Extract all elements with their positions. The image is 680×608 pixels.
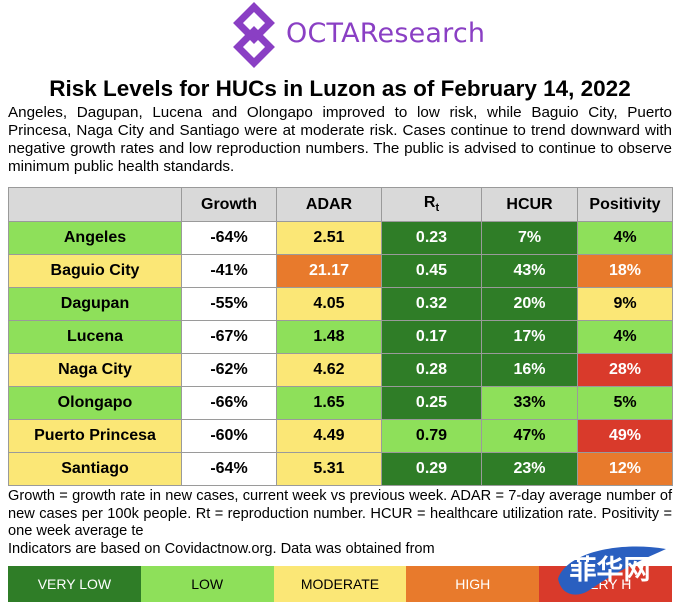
logo-text: OCTAResearch xyxy=(286,18,486,49)
page-title: Risk Levels for HUCs in Luzon as of Febr… xyxy=(49,76,631,101)
legend-item: MODERATE xyxy=(273,566,407,602)
footer-notes: Growth = growth rate in new cases, curre… xyxy=(8,488,672,558)
table-row: Angeles -64% 2.51 0.23 7% 4% xyxy=(8,221,673,255)
cell-growth: -41% xyxy=(181,254,277,288)
header-positivity: Positivity xyxy=(577,187,673,222)
cell-rt: 0.45 xyxy=(381,254,482,288)
cell-positivity: 28% xyxy=(577,353,673,387)
legend: VERY LOW LOW MODERATE HIGH VERY H xyxy=(8,566,672,602)
cell-adar: 1.48 xyxy=(276,320,382,354)
cell-adar: 2.51 xyxy=(276,221,382,255)
cell-rt: 0.28 xyxy=(381,353,482,387)
cell-positivity: 18% xyxy=(577,254,673,288)
table-row: Baguio City -41% 21.17 0.45 43% 18% xyxy=(8,254,673,288)
table-row: Naga City -62% 4.62 0.28 16% 28% xyxy=(8,353,673,387)
header-adar: ADAR xyxy=(276,187,382,222)
header-hcur: HCUR xyxy=(481,187,578,222)
cell-positivity: 4% xyxy=(577,320,673,354)
cell-adar: 4.62 xyxy=(276,353,382,387)
legend-item: VERY LOW xyxy=(8,566,141,602)
cell-hcur: 17% xyxy=(481,320,578,354)
cell-growth: -64% xyxy=(181,221,277,255)
cell-positivity: 49% xyxy=(577,419,673,453)
table-row: Santiago -64% 5.31 0.29 23% 12% xyxy=(8,452,673,486)
header-growth: Growth xyxy=(181,187,277,222)
watermark-logo-icon: 菲华网 xyxy=(558,546,666,595)
cell-rt: 0.23 xyxy=(381,221,482,255)
row-name: Dagupan xyxy=(8,287,182,321)
table-row: Puerto Princesa -60% 4.49 0.79 47% 49% xyxy=(8,419,673,453)
legend-item: HIGH xyxy=(406,566,540,602)
cell-adar: 4.05 xyxy=(276,287,382,321)
cell-rt: 0.32 xyxy=(381,287,482,321)
row-name: Olongapo xyxy=(8,386,182,420)
cell-growth: -64% xyxy=(181,452,277,486)
cell-rt: 0.29 xyxy=(381,452,482,486)
subtitle: Angeles, Dagupan, Lucena and Olongapo im… xyxy=(8,104,672,175)
legend-item: LOW xyxy=(140,566,274,602)
row-name: Santiago xyxy=(8,452,182,486)
header-blank xyxy=(8,187,182,222)
risk-table: Growth ADAR Rt HCUR Positivity Angeles -6… xyxy=(8,187,673,486)
footer-sources: Indicators are based on Covidactnow.org.… xyxy=(8,540,435,557)
cell-rt: 0.25 xyxy=(381,386,482,420)
row-name: Angeles xyxy=(8,221,182,255)
cell-hcur: 7% xyxy=(481,221,578,255)
logo: OCTAResearch xyxy=(0,0,680,72)
footer-definitions: Growth = growth rate in new cases, curre… xyxy=(8,488,672,539)
table-row: Dagupan -55% 4.05 0.32 20% 9% xyxy=(8,287,673,321)
cell-hcur: 33% xyxy=(481,386,578,420)
cell-growth: -67% xyxy=(181,320,277,354)
row-name: Lucena xyxy=(8,320,182,354)
cell-growth: -66% xyxy=(181,386,277,420)
cell-positivity: 9% xyxy=(577,287,673,321)
row-name: Baguio City xyxy=(8,254,182,288)
header-rt: Rt xyxy=(381,187,482,222)
octa-logo-icon xyxy=(233,2,275,68)
cell-hcur: 43% xyxy=(481,254,578,288)
cell-hcur: 20% xyxy=(481,287,578,321)
cell-adar: 5.31 xyxy=(276,452,382,486)
cell-rt: 0.17 xyxy=(381,320,482,354)
cell-growth: -60% xyxy=(181,419,277,453)
cell-hcur: 16% xyxy=(481,353,578,387)
cell-adar: 1.65 xyxy=(276,386,382,420)
table-row: Olongapo -66% 1.65 0.25 33% 5% xyxy=(8,386,673,420)
table-row: Lucena -67% 1.48 0.17 17% 4% xyxy=(8,320,673,354)
cell-positivity: 4% xyxy=(577,221,673,255)
cell-positivity: 5% xyxy=(577,386,673,420)
watermark-text: 菲华网 xyxy=(570,554,651,586)
cell-growth: -62% xyxy=(181,353,277,387)
cell-hcur: 23% xyxy=(481,452,578,486)
row-name: Puerto Princesa xyxy=(8,419,182,453)
cell-adar: 21.17 xyxy=(276,254,382,288)
row-name: Naga City xyxy=(8,353,182,387)
table-header-row: Growth ADAR Rt HCUR Positivity xyxy=(8,187,673,222)
header-rt-label: Rt xyxy=(423,194,440,215)
cell-rt: 0.79 xyxy=(381,419,482,453)
cell-growth: -55% xyxy=(181,287,277,321)
cell-positivity: 12% xyxy=(577,452,673,486)
cell-hcur: 47% xyxy=(481,419,578,453)
cell-adar: 4.49 xyxy=(276,419,382,453)
